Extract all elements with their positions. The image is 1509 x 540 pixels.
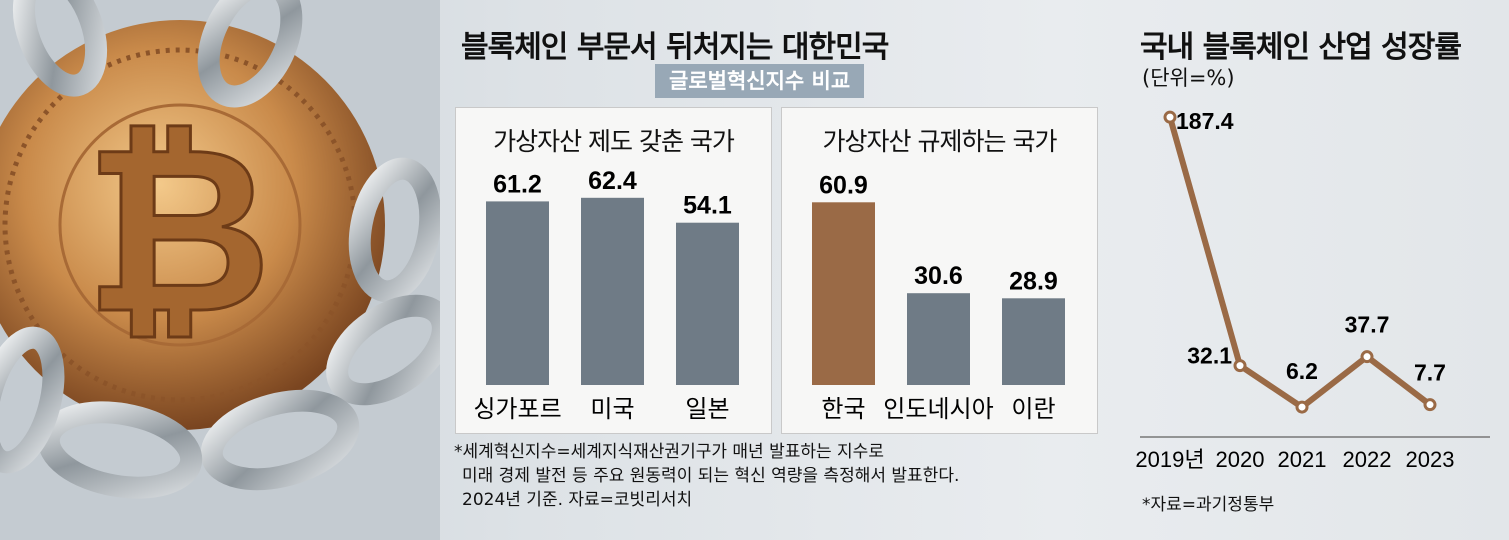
x-tick-label: 2022 bbox=[1343, 447, 1392, 472]
line-point bbox=[1163, 110, 1177, 124]
right-chart-unit: (단위=%) bbox=[1142, 66, 1235, 90]
growth-line-chart: 187.4 2019년 32.1 2020 6.2 2021 37.7 2022 7.7 2023 bbox=[1135, 108, 1490, 472]
bar-value-label: 60.9 bbox=[819, 171, 868, 199]
line-point bbox=[1295, 400, 1309, 414]
x-tick-label: 2023 bbox=[1406, 447, 1455, 472]
chain-shape bbox=[0, 0, 440, 499]
left-chart-subtitle: 글로벌혁신지수 비교 bbox=[655, 64, 865, 98]
footnote: *세계혁신지수=세계지식재산권기구가 매년 발표하는 지수로 미래 경제 발전 … bbox=[454, 440, 959, 512]
line-point bbox=[1423, 398, 1437, 412]
regulated-panel-title: 가상자산 제도 갖춘 국가 bbox=[493, 127, 735, 156]
bar-0-1 bbox=[581, 197, 644, 385]
category-label: 이란 bbox=[1011, 395, 1055, 423]
category-label: 한국 bbox=[821, 395, 865, 423]
bitcoin-chain-illustration: ₿ bbox=[0, 0, 440, 540]
bar-value-label: 54.1 bbox=[683, 192, 732, 220]
footnote-line-1: *세계혁신지수=세계지식재산권기구가 매년 발표하는 지수로 bbox=[454, 442, 884, 462]
regulated-bar-chart: 61.2 싱가포르 62.4 미국 54.1 일본 bbox=[473, 167, 739, 423]
restricted-countries-panel: 가상자산 규제하는 국가 60.9 한국 30.6 인도네시아 28.9 이란 bbox=[781, 107, 1098, 434]
restricted-panel-title: 가상자산 규제하는 국가 bbox=[822, 127, 1058, 156]
line-point bbox=[1233, 359, 1247, 373]
footnote-line-3: 2024년 기준. 자료=코빗리서치 bbox=[462, 490, 693, 510]
bar-value-label: 30.6 bbox=[914, 262, 963, 290]
bar-1-0 bbox=[812, 202, 875, 385]
line-value-label: 6.2 bbox=[1286, 358, 1318, 384]
line-value-label: 32.1 bbox=[1187, 343, 1232, 369]
bar-value-label: 61.2 bbox=[493, 170, 542, 198]
coin-shape bbox=[0, 20, 385, 430]
x-tick-label: 2020 bbox=[1216, 447, 1265, 472]
bar-0-0 bbox=[486, 201, 549, 385]
line-value-label: 37.7 bbox=[1345, 312, 1390, 338]
category-label: 일본 bbox=[685, 395, 729, 423]
svg-text:₿: ₿ bbox=[84, 98, 271, 365]
category-label: 미국 bbox=[590, 395, 634, 423]
bar-value-label: 62.4 bbox=[588, 167, 637, 195]
bar-1-2 bbox=[1002, 298, 1065, 385]
source-note: *자료=과기정통부 bbox=[1142, 495, 1275, 515]
x-tick-label: 2021 bbox=[1278, 447, 1327, 472]
line-value-label: 7.7 bbox=[1414, 360, 1446, 386]
category-label: 싱가포르 bbox=[473, 395, 561, 423]
bar-value-label: 28.9 bbox=[1009, 267, 1058, 295]
category-label: 인도네시아 bbox=[883, 395, 993, 423]
footnote-line-2: 미래 경제 발전 등 주요 원동력이 되는 혁신 역량을 측정해서 발표한다. bbox=[462, 466, 960, 486]
x-tick-label: 2019년 bbox=[1135, 447, 1204, 472]
left-chart-title: 블록체인 부문서 뒤처지는 대한민국 bbox=[461, 30, 889, 65]
restricted-bar-chart: 60.9 한국 30.6 인도네시아 28.9 이란 bbox=[812, 171, 1065, 423]
bar-0-2 bbox=[676, 222, 739, 385]
right-chart-title: 국내 블록체인 산업 성장률 bbox=[1140, 30, 1462, 65]
line-point bbox=[1360, 350, 1374, 364]
bar-1-1 bbox=[907, 293, 970, 385]
regulated-countries-panel: 가상자산 제도 갖춘 국가 61.2 싱가포르 62.4 미국 54.1 일본 bbox=[455, 107, 772, 434]
line-value-label: 187.4 bbox=[1176, 108, 1234, 134]
